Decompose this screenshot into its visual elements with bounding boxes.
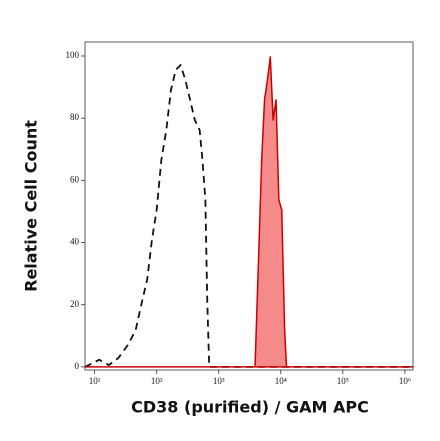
y-tick-label: 40 <box>70 237 80 247</box>
line <box>84 64 413 368</box>
x-tick-label: 10² <box>151 376 163 386</box>
y-tick-label: 20 <box>70 299 80 309</box>
y-axis-title: Relative Cell Count <box>22 120 41 292</box>
x-tick-label: 10¹ <box>89 376 101 386</box>
x-tick-label: 10³ <box>213 376 225 386</box>
x-tick-label: 10⁵ <box>337 376 349 386</box>
y-tick-label: 100 <box>66 50 80 60</box>
y-tick-label: 80 <box>70 112 80 122</box>
x-tick-label: 10⁶ <box>399 376 411 386</box>
plot-frame <box>84 41 414 371</box>
area <box>84 56 414 368</box>
y-tick-label: 60 <box>70 174 80 184</box>
y-tick-label: 0 <box>75 361 80 371</box>
x-axis-title: CD38 (purified) / GAM APC <box>131 398 369 417</box>
x-tick-label: 10⁴ <box>275 376 287 386</box>
